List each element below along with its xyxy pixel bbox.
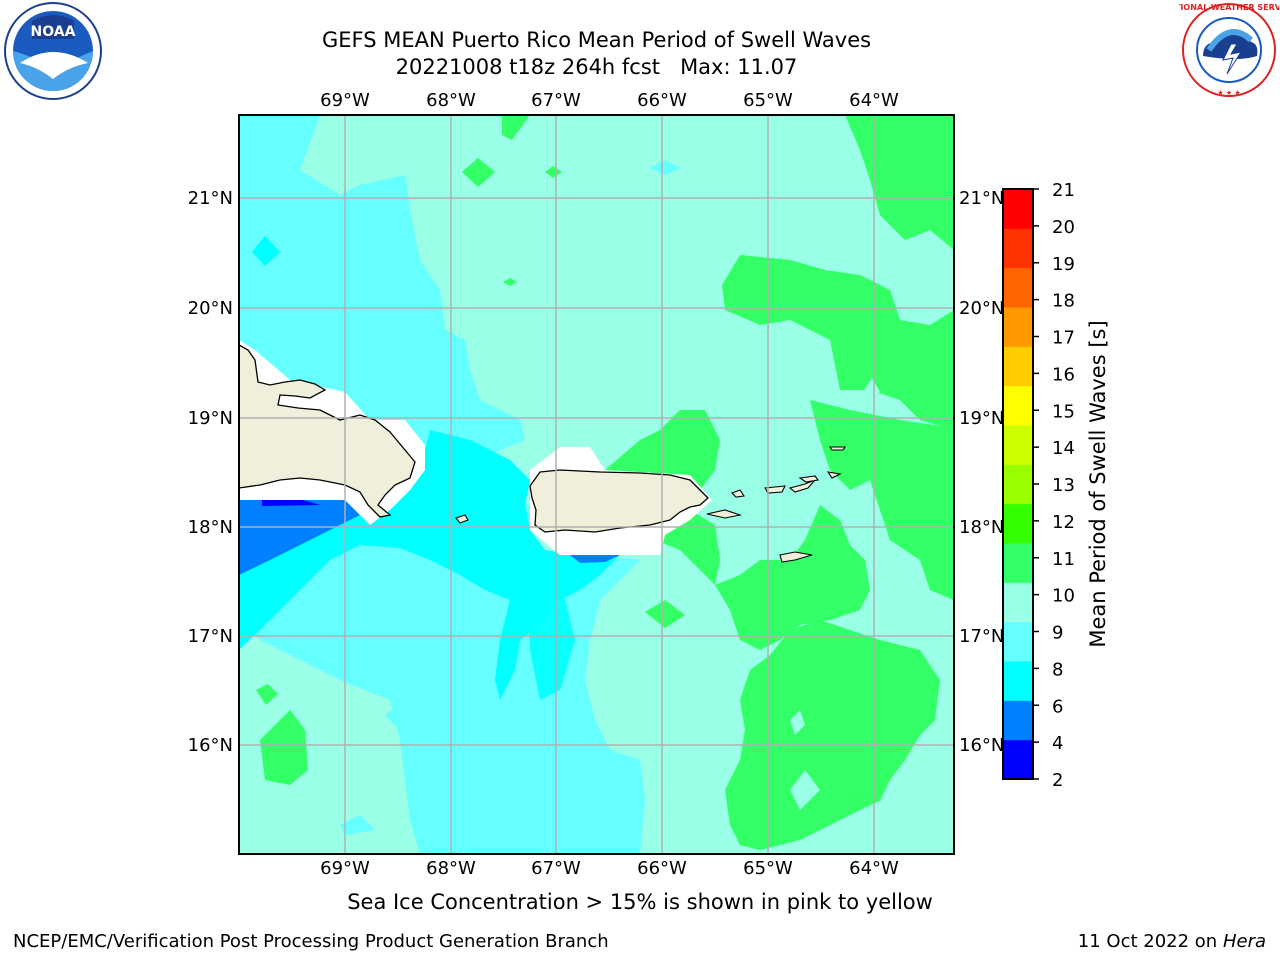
lon-label-bottom: 66°W (637, 858, 687, 879)
colorbar-cell (1003, 739, 1033, 780)
lon-label-top: 69°W (320, 90, 370, 111)
lon-label-bottom: 64°W (849, 858, 899, 879)
small-islands (455, 446, 847, 563)
lat-label-left: 17°N (188, 626, 233, 647)
sea-ice-note: Sea Ice Concentration > 15% is shown in … (347, 890, 933, 914)
map-gridlines (239, 115, 954, 854)
puerto-rico-land (529, 469, 709, 533)
nws-logo: NATIONAL WEATHER SERVICE ★ ★ ★ (1163, 0, 1280, 104)
map-panel (239, 115, 954, 854)
colorbar-tick-label: 20 (1052, 217, 1075, 238)
map-title: GEFS MEAN Puerto Rico Mean Period of Swe… (321, 28, 872, 52)
colorbar-tick-label: 18 (1052, 291, 1075, 312)
contour-4-6 (239, 495, 360, 575)
map-frame (238, 114, 955, 855)
max-value-label: Max: 11.07 (680, 55, 798, 79)
lon-label-bottom: 65°W (743, 858, 793, 879)
contour-6-8 (239, 430, 620, 700)
colorbar-cell (1003, 346, 1033, 387)
colorbar-cell (1003, 543, 1033, 583)
colorbar-tick-label: 16 (1052, 364, 1075, 385)
lat-label-right: 21°N (959, 188, 1004, 209)
lat-label-left: 19°N (188, 408, 233, 429)
colorbar-tick-label: 6 (1052, 696, 1063, 717)
lat-label-left: 20°N (188, 298, 233, 319)
lon-label-top: 65°W (743, 90, 793, 111)
lat-label-left: 18°N (188, 517, 233, 538)
noaa-logo-text: NOAA (31, 24, 76, 40)
colorbar-cell (1003, 700, 1033, 741)
lat-label-right: 18°N (959, 517, 1004, 538)
lon-label-bottom: 68°W (426, 858, 476, 879)
colorbar-tick-label: 21 (1052, 180, 1075, 201)
hispaniola-land (239, 344, 416, 518)
footer-date-text: 11 Oct 2022 on (1077, 931, 1218, 952)
colorbar-tick-label: 9 (1052, 623, 1063, 644)
lon-label-top: 67°W (531, 90, 581, 111)
colorbar-cell (1003, 385, 1033, 426)
footer-organization: NCEP/EMC/Verification Post Processing Pr… (13, 931, 609, 952)
colorbar-tick-label: 10 (1052, 586, 1075, 607)
lon-label-top: 64°W (849, 90, 899, 111)
colorbar-cell (1003, 228, 1033, 269)
svg-text:★ ★ ★: ★ ★ ★ (1217, 89, 1240, 97)
colorbar (1003, 189, 1033, 780)
footer-machine: Hera (1222, 931, 1266, 952)
colorbar-tick-label: 14 (1052, 438, 1075, 459)
colorbar-tick-label: 11 (1052, 549, 1075, 570)
colorbar-tick-label: 13 (1052, 475, 1075, 496)
colorbar-tick-label: 15 (1052, 401, 1075, 422)
colorbar-cell (1003, 267, 1033, 308)
noaa-logo: NOAA (2, 1, 104, 105)
lon-label-top: 68°W (426, 90, 476, 111)
colorbar-tick-label: 12 (1052, 512, 1075, 533)
colorbar-ticks: 2 4 6 8 9 10 11 12 13 14 15 16 17 18 19 20 21 (1033, 180, 1075, 791)
lat-label-right: 19°N (959, 408, 1004, 429)
colorbar-tick-label: 19 (1052, 254, 1075, 275)
footer-date: 11 Oct 2022 on Hera (1078, 931, 1266, 952)
lon-label-bottom: 67°W (531, 858, 581, 879)
colorbar-label: Mean Period of Swell Waves [s] (1086, 320, 1110, 647)
colorbar-cell (1003, 464, 1033, 505)
lat-label-right: 17°N (959, 626, 1004, 647)
colorbar-tick-label: 2 (1052, 770, 1063, 791)
colorbar-cell (1003, 425, 1033, 465)
contour-10-11 (256, 115, 954, 850)
nws-logo-text: NATIONAL WEATHER SERVICE (1179, 3, 1279, 12)
colorbar-cell (1003, 503, 1033, 544)
colorbar-cell (1003, 582, 1033, 623)
lon-label-top: 66°W (637, 90, 687, 111)
lat-label-left: 16°N (188, 735, 233, 756)
colorbar-tick-label: 8 (1052, 659, 1063, 680)
colorbar-cell (1003, 189, 1033, 229)
forecast-run-label: 20221008 t18z 264h fcst (395, 55, 661, 79)
colorbar-tick-label: 17 (1052, 328, 1075, 349)
lon-label-bottom: 69°W (320, 858, 370, 879)
lat-label-right: 16°N (959, 735, 1004, 756)
lat-label-left: 21°N (188, 188, 233, 209)
lat-label-right: 20°N (959, 298, 1004, 319)
colorbar-tick-label: 4 (1052, 733, 1063, 754)
colorbar-cell (1003, 307, 1033, 347)
map-subtitle: 20221008 t18z 264h fcst Max: 11.07 (0, 54, 1193, 80)
colorbar-cell (1003, 661, 1033, 701)
colorbar-cell (1003, 621, 1033, 662)
